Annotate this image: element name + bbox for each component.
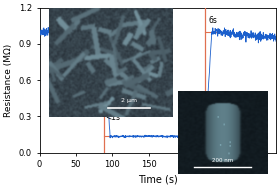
- X-axis label: Time (s): Time (s): [138, 175, 178, 185]
- Text: 200 nm: 200 nm: [212, 158, 233, 163]
- Text: 100 ppm
S=7: 100 ppm S=7: [139, 99, 173, 118]
- Y-axis label: Resistance (MΩ): Resistance (MΩ): [4, 43, 13, 117]
- Text: <1s: <1s: [105, 113, 120, 122]
- Text: 6s: 6s: [208, 16, 217, 25]
- Text: 2 μm: 2 μm: [121, 98, 137, 103]
